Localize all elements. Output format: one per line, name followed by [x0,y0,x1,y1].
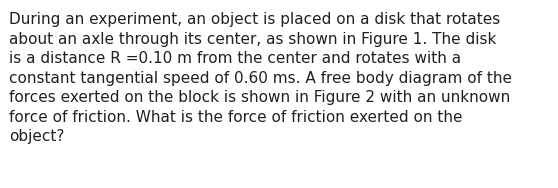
Text: During an experiment, an object is placed on a disk that rotates
about an axle t: During an experiment, an object is place… [9,12,512,144]
